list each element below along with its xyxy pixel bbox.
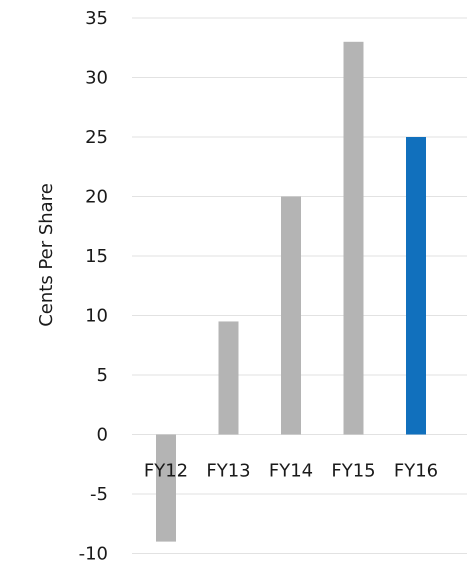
x-tick-label: FY13 xyxy=(206,461,250,482)
x-tick-label: FY15 xyxy=(331,461,375,482)
bar-fy13 xyxy=(218,321,239,435)
x-axis-ticks: FY12 FY13 FY14 FY15 FY16 xyxy=(144,461,438,482)
y-axis-ticks: 35 30 25 20 15 10 5 0 -5 -10 xyxy=(79,8,108,565)
bar-fy15 xyxy=(343,41,364,435)
y-tick-label: 10 xyxy=(85,306,108,327)
y-axis-title: Cents Per Share xyxy=(36,183,57,327)
bar-fy14 xyxy=(281,196,301,435)
y-tick-label: 15 xyxy=(85,246,108,267)
y-tick-label: 0 xyxy=(97,425,108,446)
y-tick-label: -10 xyxy=(79,544,108,561)
y-tick-label: -5 xyxy=(90,484,108,505)
bar-fy12 xyxy=(156,434,176,542)
x-tick-label: FY14 xyxy=(269,461,313,482)
y-tick-label: 20 xyxy=(85,187,108,208)
y-tick-label: 35 xyxy=(85,8,108,29)
y-tick-label: 30 xyxy=(85,68,108,89)
bar-fy16 xyxy=(406,137,426,435)
x-tick-label: FY12 xyxy=(144,461,188,482)
x-tick-label: FY16 xyxy=(394,461,438,482)
y-tick-label: 25 xyxy=(85,127,108,148)
bars xyxy=(156,41,426,542)
y-tick-label: 5 xyxy=(97,365,108,386)
